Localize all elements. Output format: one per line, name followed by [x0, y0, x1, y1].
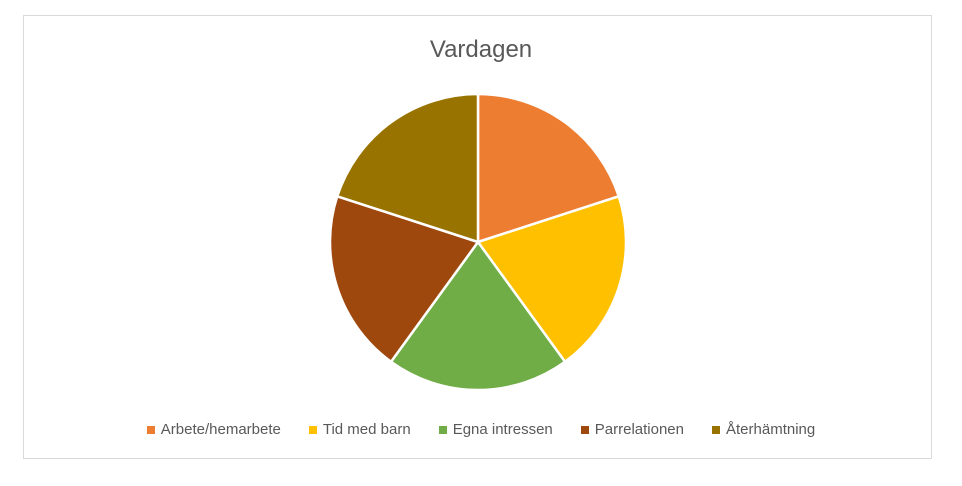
pie-slice-parrelationen	[328, 195, 480, 363]
legend-item: Tid med barn	[308, 421, 411, 438]
pie-slice-arbete-hemarbete	[476, 92, 621, 244]
legend-swatch	[308, 425, 317, 434]
legend-swatch	[438, 425, 447, 434]
legend-label: Återhämtning	[726, 421, 816, 438]
chart-legend: Arbete/hemarbete Tid med barn Egna intress…	[0, 421, 962, 438]
legend-item: Parrelationen	[580, 421, 684, 438]
legend-label: Arbete/hemarbete	[160, 421, 281, 438]
legend-swatch	[146, 425, 155, 434]
legend-label: Egna intressen	[452, 421, 553, 438]
legend-item: Arbete/hemarbete	[146, 421, 281, 438]
legend-item: Återhämtning	[712, 421, 815, 438]
legend-item: Egna intressen	[438, 421, 553, 438]
legend-swatch	[712, 425, 720, 434]
legend-label: Tid med barn	[322, 421, 411, 438]
chart-title: Vardagen	[429, 36, 533, 63]
legend-swatch	[580, 425, 589, 434]
legend-label: Parrelationen	[594, 421, 684, 438]
pie-slice-egna-intressen	[389, 240, 567, 392]
pie-slice-tid-med-barn	[476, 195, 628, 363]
pie-slice-återhämtning	[335, 92, 480, 244]
